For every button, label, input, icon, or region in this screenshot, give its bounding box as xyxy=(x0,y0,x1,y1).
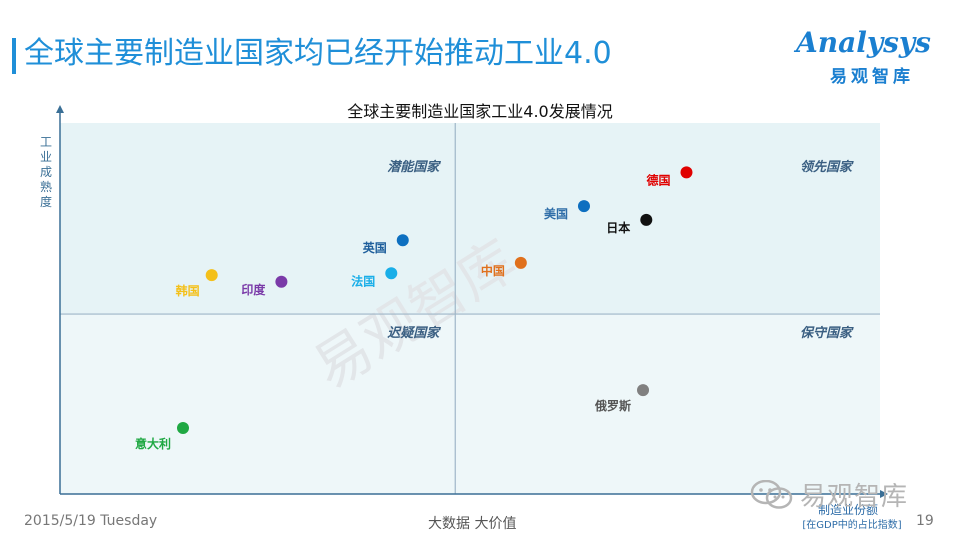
quadrant-label-bottom-left: 迟疑国家 xyxy=(387,325,441,341)
data-point xyxy=(385,267,398,280)
page-title: 全球主要制造业国家均已经开始推动工业4.0 xyxy=(24,36,612,71)
data-point xyxy=(640,213,653,226)
x-axis-arrow xyxy=(880,490,888,498)
data-point-label: 英国 xyxy=(363,240,387,255)
y-axis-label-char: 度 xyxy=(40,194,52,209)
data-point-label: 美国 xyxy=(544,206,568,221)
data-point xyxy=(680,166,693,179)
y-axis-label-char: 工 xyxy=(40,135,52,149)
data-point xyxy=(396,234,409,247)
data-point-label: 中国 xyxy=(481,263,505,278)
data-point-label: 日本 xyxy=(606,220,630,235)
data-point-label: 俄罗斯 xyxy=(594,398,631,413)
data-point xyxy=(177,421,189,434)
footer-slogan: 大数据 大价值 xyxy=(428,516,517,532)
page-number: 19 xyxy=(916,513,934,529)
data-point xyxy=(514,256,527,269)
quadrant-bg-bottom-right xyxy=(455,314,880,494)
logo-main-text: Analysys xyxy=(796,26,931,59)
y-axis-arrow xyxy=(56,105,64,113)
analysys-logo: Analysys 易观智库 xyxy=(790,22,940,88)
wechat-icon xyxy=(750,480,793,509)
y-axis-label-char: 熟 xyxy=(40,179,52,194)
quadrant-bg-bottom-left xyxy=(60,314,456,494)
data-point-label: 韩国 xyxy=(176,283,200,298)
data-point xyxy=(577,200,590,213)
data-point xyxy=(275,275,288,288)
logo-sub-text: 易观智库 xyxy=(830,67,914,87)
data-point xyxy=(205,269,218,282)
quadrant-label-top-left: 潜能国家 xyxy=(387,159,441,175)
quadrant-bg-top-right xyxy=(455,123,880,315)
data-point-label: 法国 xyxy=(351,273,375,288)
y-axis-label-char: 成 xyxy=(40,165,52,179)
chart-title: 全球主要制造业国家工业4.0发展情况 xyxy=(347,102,613,121)
x-axis-label: 制造业份额 xyxy=(818,503,878,517)
footer-date: 2015/5/19 Tuesday xyxy=(24,513,158,529)
quadrant-label-top-right: 领先国家 xyxy=(800,159,854,175)
data-point xyxy=(637,384,650,397)
data-point-label: 德国 xyxy=(646,172,670,187)
wechat-account-name: 易观智库 xyxy=(800,482,909,512)
data-point-label: 意大利 xyxy=(135,436,171,451)
quadrant-label-bottom-right: 保守国家 xyxy=(800,325,854,341)
x-axis-label-sub: [在GDP中的占比指数] xyxy=(802,518,901,531)
y-axis-label-char: 业 xyxy=(40,150,52,164)
data-point-label: 印度 xyxy=(241,282,266,297)
wechat-watermark: 易观智库 xyxy=(748,476,938,512)
quadrant-bg-top-left xyxy=(60,123,456,315)
title-accent-bar xyxy=(12,38,16,74)
